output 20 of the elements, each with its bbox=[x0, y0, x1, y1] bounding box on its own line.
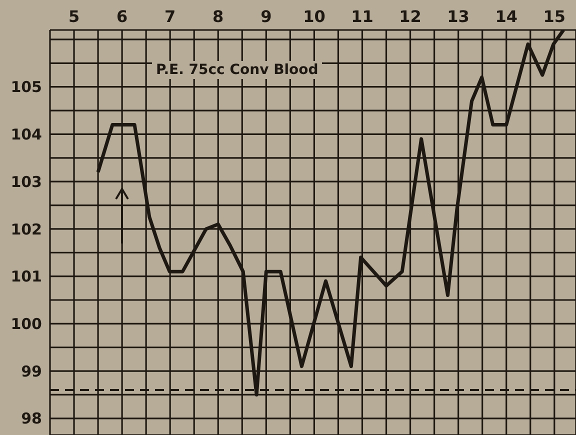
y-tick-label: 104 bbox=[10, 126, 42, 144]
x-tick-label: 13 bbox=[447, 7, 470, 26]
y-tick-label: 100 bbox=[10, 315, 42, 334]
y-tick-label: 103 bbox=[10, 172, 42, 191]
x-tick-label: 5 bbox=[68, 7, 80, 26]
y-tick-label: 105 bbox=[10, 78, 42, 96]
y-tick-label: 98 bbox=[21, 410, 42, 428]
y-tick-label: 102 bbox=[10, 220, 42, 238]
y-tick-label: 101 bbox=[10, 268, 42, 286]
x-tick-label: 6 bbox=[116, 7, 128, 26]
x-tick-label: 7 bbox=[164, 7, 176, 26]
annotation: P.E. 75cc Conv Blood bbox=[152, 61, 322, 79]
x-tick-label: 10 bbox=[303, 7, 326, 26]
x-tick-label: 15 bbox=[543, 7, 566, 26]
x-tick-label: 8 bbox=[212, 7, 224, 26]
x-tick-label: 14 bbox=[495, 7, 518, 26]
x-tick-label: 12 bbox=[399, 7, 422, 26]
x-tick-label: 11 bbox=[351, 7, 374, 26]
x-tick-label: 9 bbox=[260, 7, 272, 26]
y-tick-label: 99 bbox=[21, 362, 42, 380]
